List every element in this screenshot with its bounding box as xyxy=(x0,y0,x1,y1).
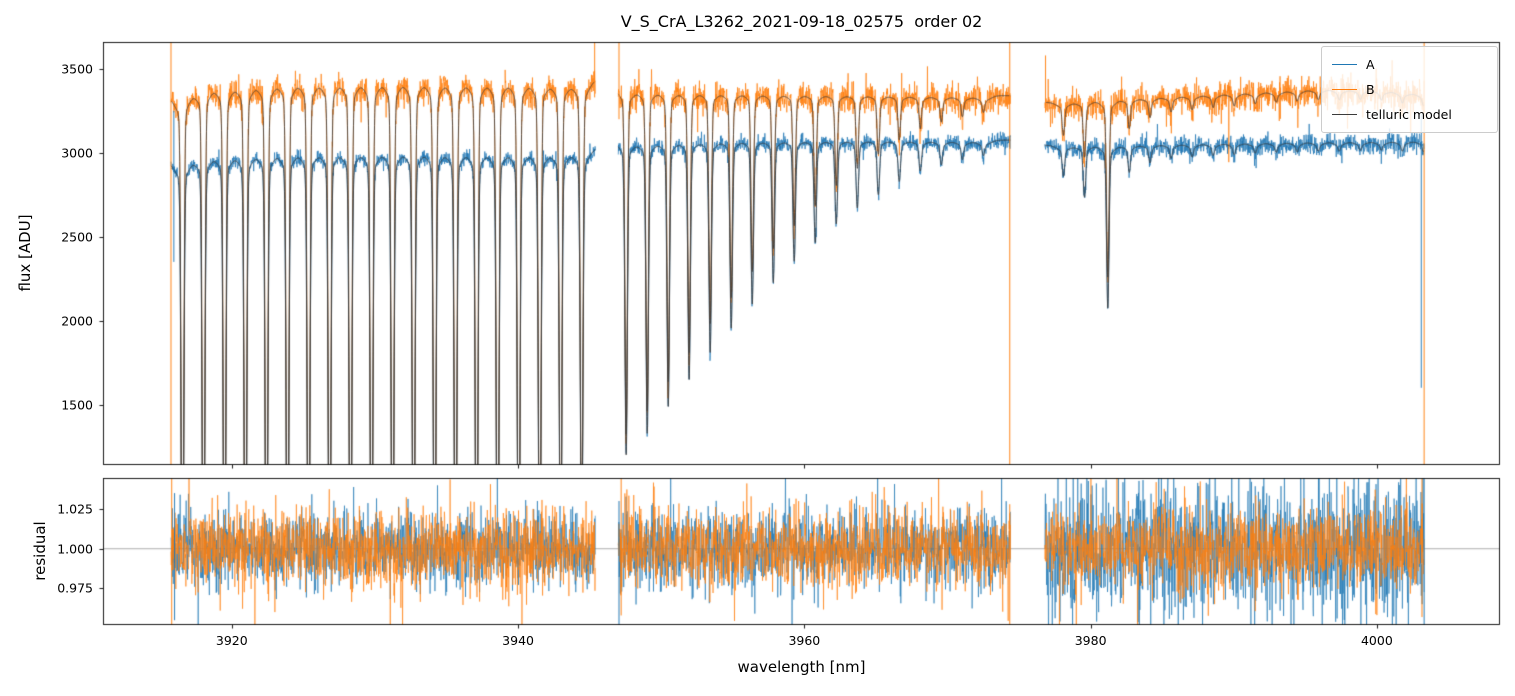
x-tick-label: 3960 xyxy=(788,633,821,648)
legend-label-b: B xyxy=(1366,82,1375,97)
residual-axis-label: residual xyxy=(31,521,49,581)
flux-axis-label: flux [ADU] xyxy=(16,214,34,292)
series-a-line-icon xyxy=(1332,63,1357,66)
legend-label-a: A xyxy=(1366,57,1375,72)
legend-entry-a: A xyxy=(1332,57,1487,72)
x-axis-label: wavelength [nm] xyxy=(737,658,866,676)
flux-y-tick-label: 1500 xyxy=(61,397,93,413)
x-tick-label: 3980 xyxy=(1074,633,1107,648)
legend-entry-telluric-model: telluric model xyxy=(1332,107,1487,122)
legend: A B telluric model xyxy=(1321,46,1498,133)
legend-entry-b: B xyxy=(1332,82,1487,97)
flux-y-tick-label: 2500 xyxy=(61,229,93,245)
x-tick-label: 3920 xyxy=(215,633,248,648)
flux-y-tick-label: 3000 xyxy=(61,145,93,161)
residual-y-tick-label: 1.000 xyxy=(57,541,93,557)
x-tick-label: 3940 xyxy=(502,633,534,648)
telluric-model-line-icon xyxy=(1332,113,1357,116)
legend-label-telluric-model: telluric model xyxy=(1366,107,1452,122)
x-tick-label: 4000 xyxy=(1360,633,1393,648)
series-b-line-icon xyxy=(1332,88,1357,91)
residual-y-tick-label: 0.975 xyxy=(57,580,93,596)
chart-title: V_S_CrA_L3262_2021-09-18_02575 order 02 xyxy=(620,12,983,31)
residual-y-tick-label: 1.025 xyxy=(57,501,93,517)
flux-y-tick-label: 3500 xyxy=(61,61,93,77)
flux-y-tick-label: 2000 xyxy=(61,313,93,329)
